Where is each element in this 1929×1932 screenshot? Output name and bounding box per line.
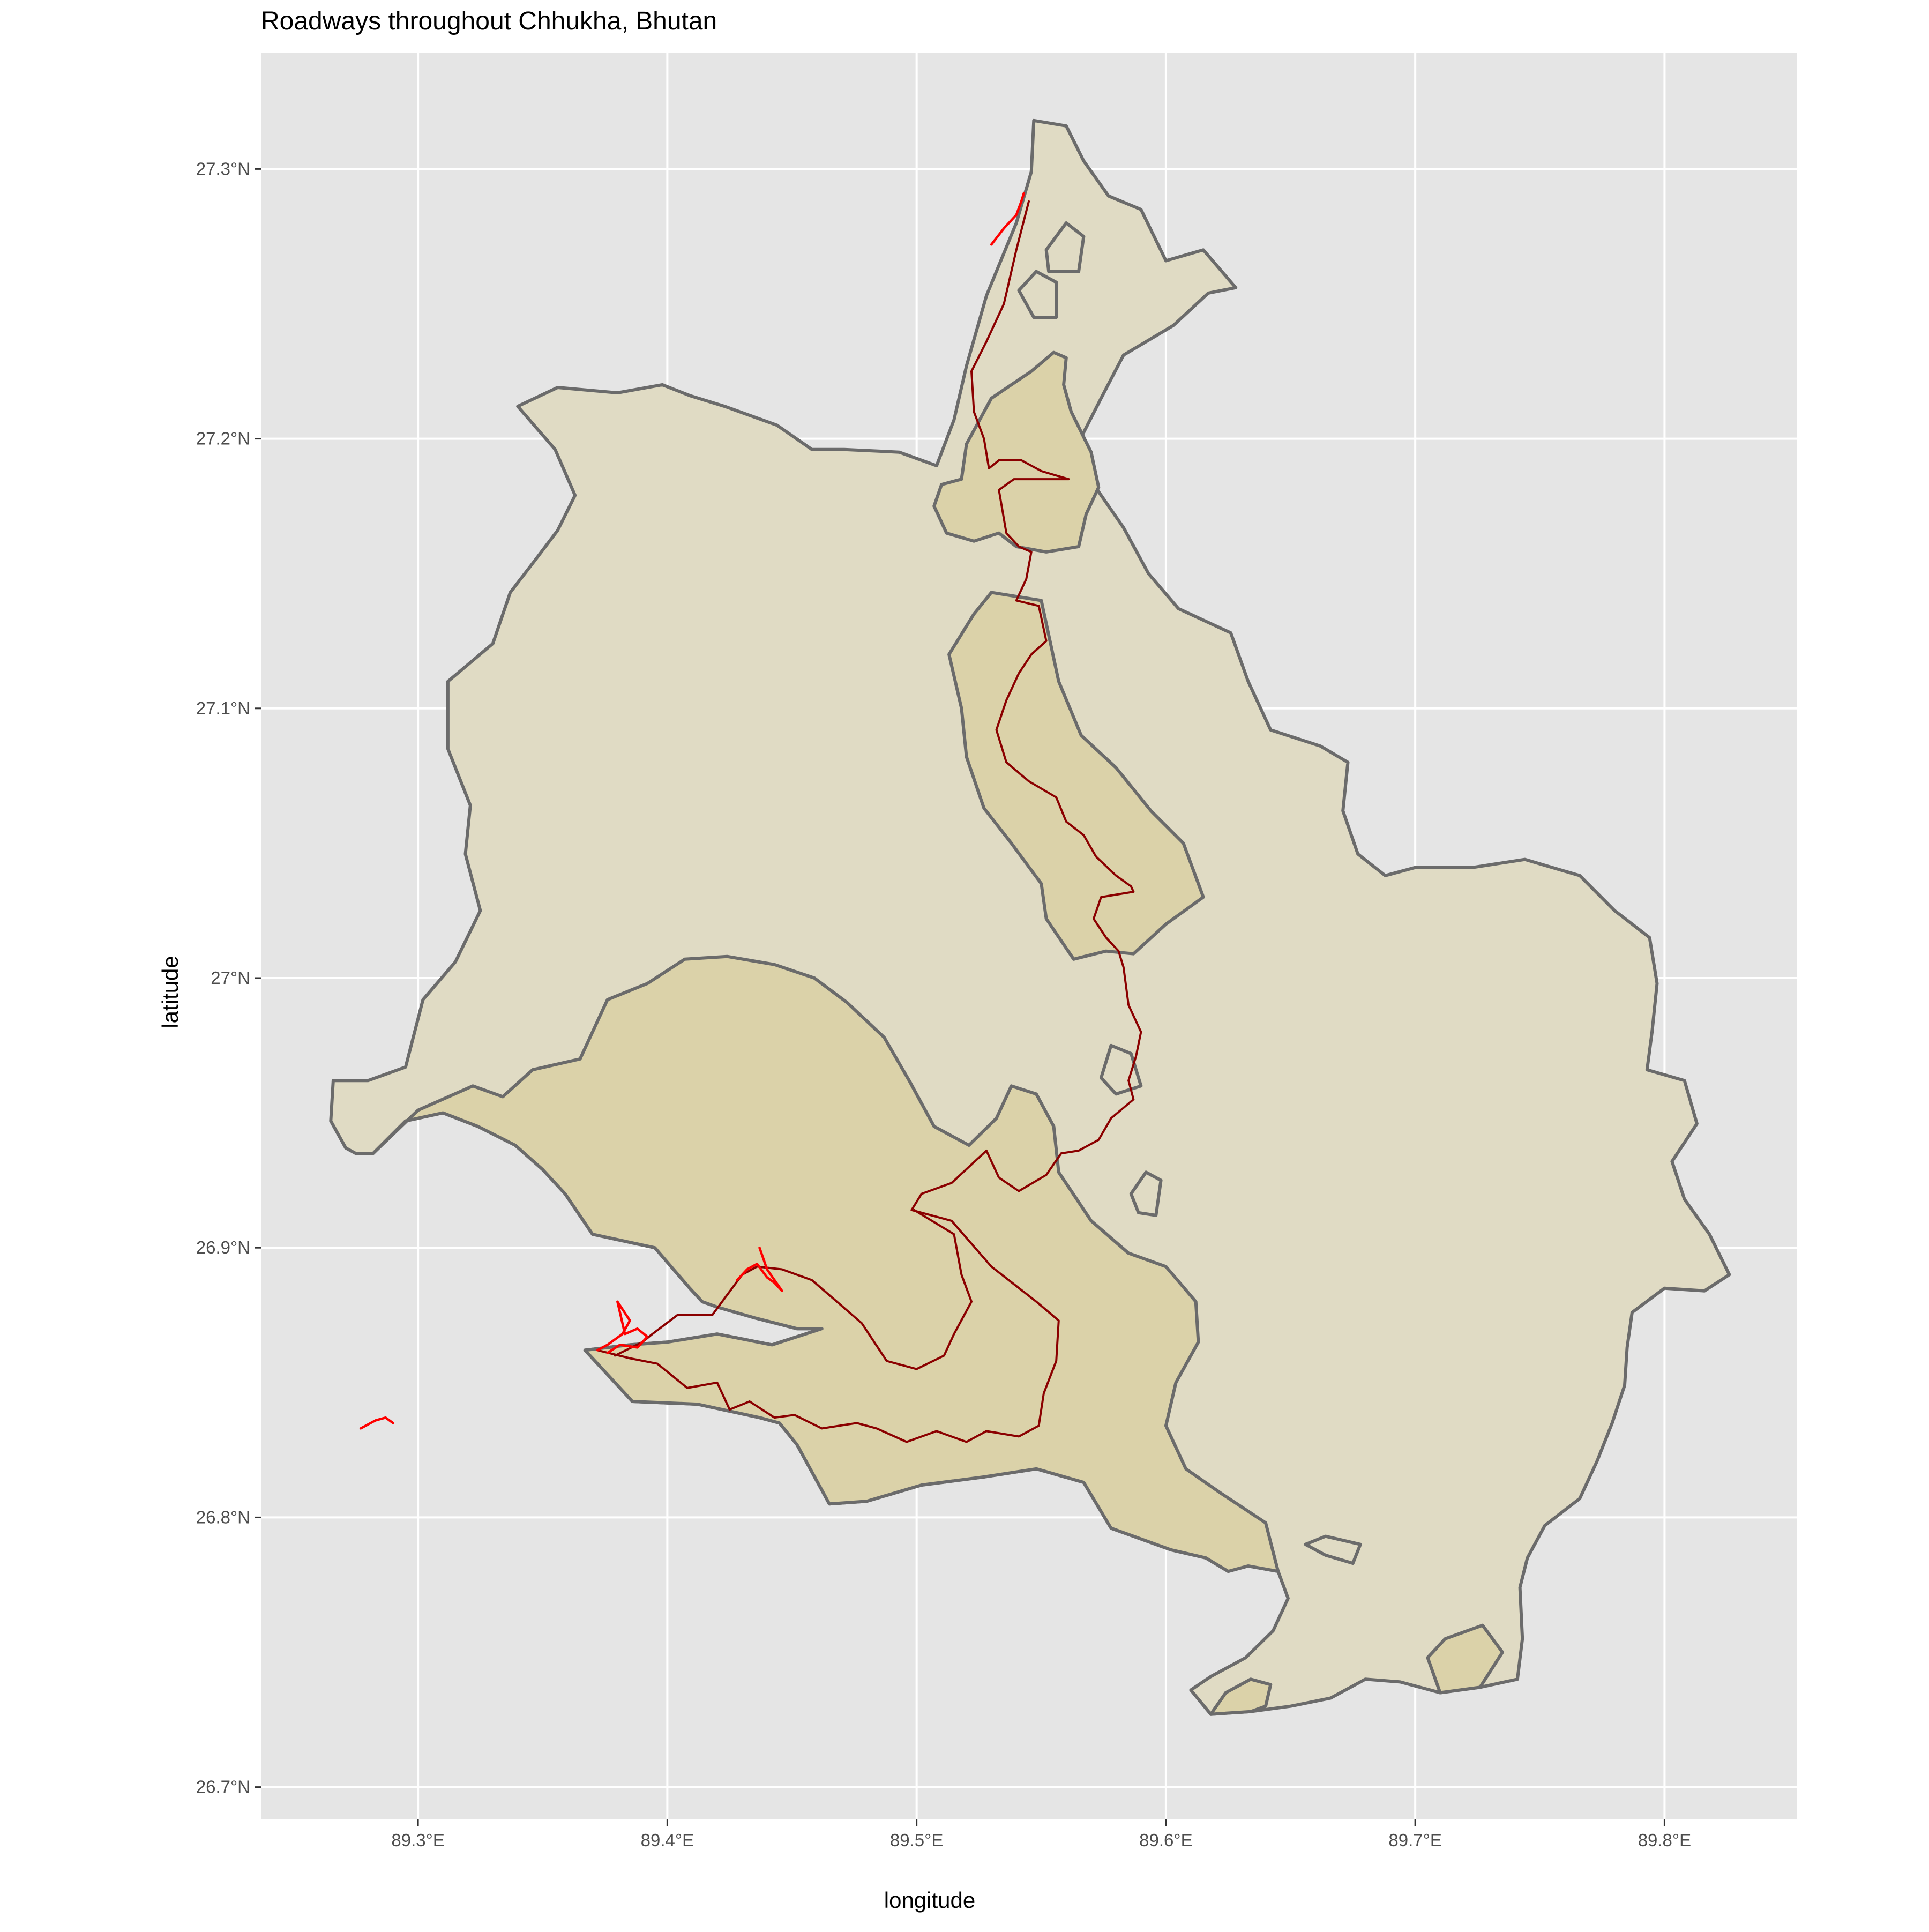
y-axis-label: latitude xyxy=(158,956,183,1028)
axes: 89.3°E 89.4°E 89.5°E 89.6°E 89.7°E 89.8°E 27.3… xyxy=(196,159,1691,1850)
y-tick-label: 27.3°N xyxy=(196,159,250,178)
chart-title: Roadways throughout Chhukha, Bhutan xyxy=(261,7,717,35)
x-tick-label: 89.4°E xyxy=(641,1830,694,1850)
x-tick-label: 89.6°E xyxy=(1139,1830,1192,1850)
y-tick-label: 26.7°N xyxy=(196,1777,250,1797)
district-polygons xyxy=(329,118,1731,1716)
y-tick-label: 27.1°N xyxy=(196,698,250,718)
x-tick-label: 89.3°E xyxy=(391,1830,444,1850)
y-tick-label: 27.2°N xyxy=(196,429,250,449)
west-subregion-polygon xyxy=(371,954,1280,1573)
west-outlier-road xyxy=(359,1416,394,1430)
y-tick-label: 26.8°N xyxy=(196,1507,250,1527)
y-tick-label: 26.9°N xyxy=(196,1237,250,1257)
x-tick-label: 89.8°E xyxy=(1638,1830,1691,1850)
x-axis-label: longitude xyxy=(884,1888,976,1913)
y-tick-label: 27°N xyxy=(211,968,250,988)
enclave-east-1-polygon xyxy=(1099,1043,1143,1096)
roads-layer xyxy=(359,192,1142,1443)
enclave-south-polygon xyxy=(1304,1534,1362,1565)
south-tip-subregion-polygon xyxy=(1209,1677,1273,1716)
north-spur-road xyxy=(990,192,1025,246)
x-tick-label: 89.7°E xyxy=(1388,1830,1441,1850)
central-valley-subregion-polygon xyxy=(947,591,1205,961)
upper-valley-subregion-polygon xyxy=(932,350,1101,554)
x-tick-label: 89.5°E xyxy=(890,1830,943,1850)
enclave-lake-polygon xyxy=(1017,270,1058,319)
bazaar-spur-road xyxy=(596,1300,649,1354)
south-loop-road xyxy=(614,1209,973,1370)
north-highway-road xyxy=(596,200,1142,1443)
enclave-east-2-polygon xyxy=(1129,1170,1163,1217)
enclave-upper-polygon xyxy=(1044,221,1086,273)
town-spur-road xyxy=(736,1246,783,1292)
southeast-subregion-polygon xyxy=(1426,1623,1504,1695)
